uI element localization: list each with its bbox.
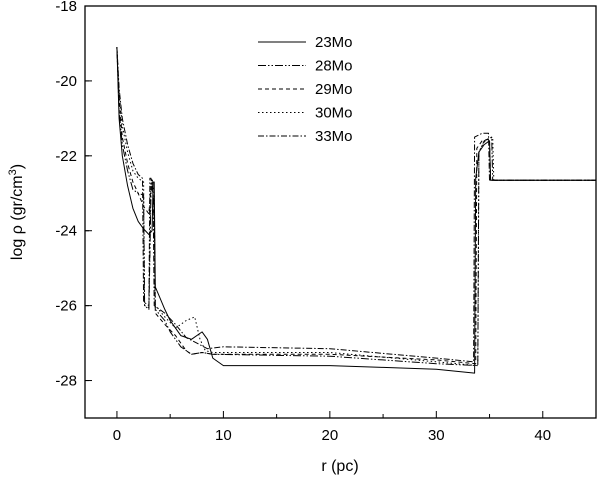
legend-label-23Mo: 23Mo <box>315 34 353 51</box>
series-30Mo-line <box>116 47 596 367</box>
y-tick-label: -22 <box>55 148 77 165</box>
y-tick-label: -18 <box>55 0 77 15</box>
plot-frame <box>84 5 597 419</box>
series-29Mo-line <box>116 47 596 365</box>
x-tick-label: 30 <box>428 427 445 444</box>
y-tick-label: -20 <box>55 73 77 90</box>
legend: 23Mo 28Mo 29Mo 30Mo 33Mo <box>258 34 353 145</box>
series-33Mo-line <box>116 47 596 363</box>
y-axis-title: log ρ (gr/cm3) <box>7 164 26 260</box>
y-tick-label: -24 <box>55 223 77 240</box>
legend-label-28Mo: 28Mo <box>315 58 353 75</box>
series-23Mo-line <box>116 47 596 374</box>
y-axis-title-exponent: 3 <box>7 169 19 175</box>
y-axis: -28 -26 -24 -22 -20 -18 <box>55 0 92 390</box>
legend-label-33Mo: 33Mo <box>315 128 353 145</box>
y-tick-label: -28 <box>55 373 77 390</box>
x-tick-label: 0 <box>113 427 121 444</box>
y-axis-title-close: ) <box>9 164 26 169</box>
x-axis: 0 10 20 30 40 <box>113 411 597 444</box>
x-tick-label: 10 <box>215 427 232 444</box>
series-28Mo-line <box>116 47 596 367</box>
y-axis-title-main: log ρ (gr/cm <box>9 175 26 260</box>
series-group <box>116 47 596 374</box>
legend-label-29Mo: 29Mo <box>315 81 353 98</box>
x-axis-title: r (pc) <box>321 458 358 475</box>
x-tick-label: 20 <box>322 427 339 444</box>
legend-label-30Mo: 30Mo <box>315 105 353 122</box>
x-tick-label: 40 <box>534 427 551 444</box>
y-tick-label: -26 <box>55 298 77 315</box>
